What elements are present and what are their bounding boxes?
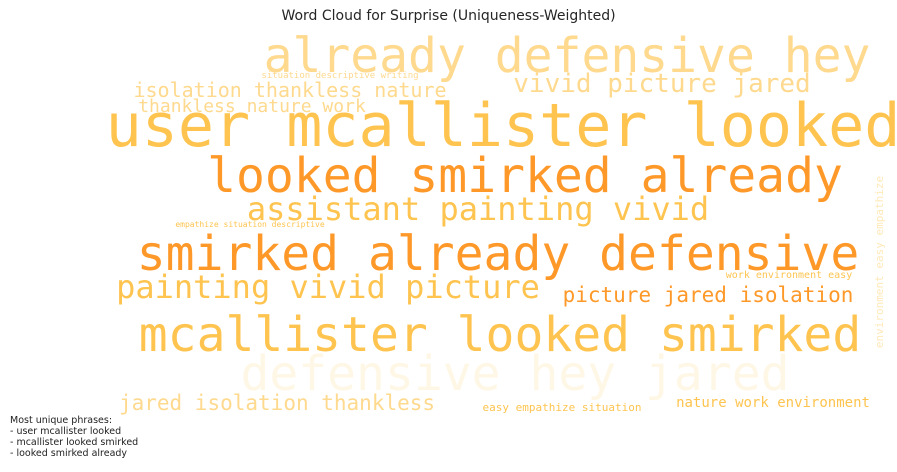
word-cloud-phrase: empathize situation descriptive (175, 220, 324, 229)
word-cloud-phrase: nature work environment (676, 395, 870, 411)
word-cloud-phrase: picture jared isolation (563, 283, 854, 307)
unique-phrases-note: Most unique phrases: - user mcallister l… (10, 415, 138, 459)
unique-phrases-heading: Most unique phrases: (10, 415, 113, 426)
word-cloud-phrase: already defensive hey (264, 28, 871, 84)
word-cloud-phrase: user mcallister looked (106, 91, 897, 161)
word-cloud-phrase: mcallister looked smirked (139, 307, 861, 363)
unique-phrase-1: - user mcallister looked (10, 426, 122, 437)
word-cloud-phrase: defensive hey jared (240, 346, 789, 402)
chart-title: Word Cloud for Surprise (Uniqueness-Weig… (281, 8, 616, 24)
word-cloud-phrase: vivid picture jared (513, 69, 810, 99)
word-cloud-phrase: smirked already defensive (137, 226, 859, 282)
word-cloud-phrase: jared isolation thankless (119, 391, 435, 415)
word-cloud-phrase: painting vivid picture (116, 268, 540, 306)
unique-phrase-2: - mcallister looked smirked (10, 437, 139, 448)
word-cloud-phrase: environment easy empathize (873, 176, 886, 348)
word-cloud-phrase: easy empathize situation (483, 401, 642, 414)
word-cloud-phrase: isolation thankless nature (133, 78, 446, 102)
unique-phrase-3: - looked smirked already (10, 448, 128, 459)
word-cloud-phrase: thankless nature work (138, 96, 366, 117)
word-cloud-phrase: work environment easy (726, 270, 852, 281)
word-cloud-phrase: assistant painting vivid (247, 190, 709, 228)
word-cloud-phrase: looked smirked already (207, 148, 843, 204)
word-cloud-phrase: situation descriptive writing (261, 71, 418, 81)
